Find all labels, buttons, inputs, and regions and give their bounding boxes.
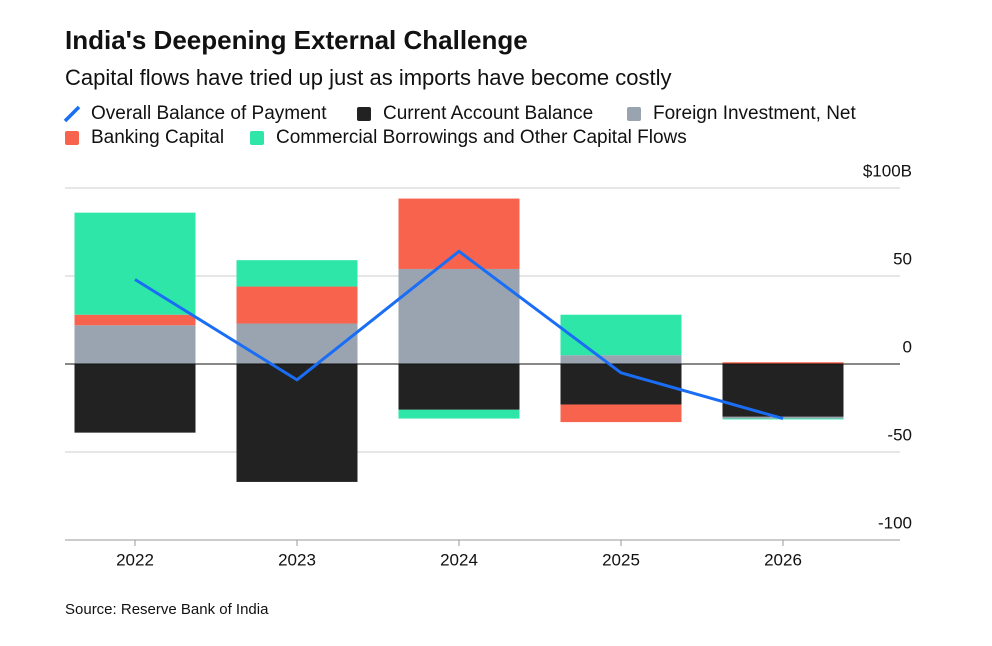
bar bbox=[74, 325, 196, 364]
legend-icon bbox=[250, 131, 264, 145]
bar bbox=[74, 314, 196, 326]
legend-icon bbox=[627, 107, 641, 121]
y-tick-label: -100 bbox=[878, 513, 912, 532]
bar bbox=[722, 364, 844, 417]
bar bbox=[560, 404, 682, 423]
legend-icon bbox=[357, 107, 371, 121]
x-tick-label: 2023 bbox=[278, 550, 316, 569]
bar bbox=[236, 364, 358, 482]
legend-icon bbox=[65, 131, 79, 145]
bar bbox=[398, 198, 520, 269]
bar bbox=[722, 362, 844, 364]
x-tick-label: 2026 bbox=[764, 550, 802, 569]
bar bbox=[74, 364, 196, 433]
legend-label: Commercial Borrowings and Other Capital … bbox=[276, 127, 687, 148]
legend-label: Foreign Investment, Net bbox=[653, 103, 856, 124]
bar bbox=[236, 286, 358, 324]
y-tick-label: -50 bbox=[887, 425, 912, 444]
y-tick-label: $100B bbox=[863, 161, 912, 180]
bar bbox=[560, 355, 682, 364]
bar bbox=[74, 212, 196, 315]
bar bbox=[236, 323, 358, 364]
chart-title: India's Deepening External Challenge bbox=[65, 25, 528, 55]
x-tick-label: 2025 bbox=[602, 550, 640, 569]
x-tick-label: 2024 bbox=[440, 550, 478, 569]
legend-icon bbox=[63, 105, 81, 123]
source: Source: Reserve Bank of India bbox=[65, 601, 269, 618]
legend-label: Banking Capital bbox=[91, 127, 224, 148]
bar bbox=[560, 314, 682, 356]
bar bbox=[398, 409, 520, 419]
legend-label: Current Account Balance bbox=[383, 103, 593, 124]
chart-subtitle: Capital flows have tried up just as impo… bbox=[65, 65, 672, 90]
y-tick-label: 50 bbox=[893, 249, 912, 268]
y-tick-label: 0 bbox=[903, 337, 912, 356]
bar bbox=[722, 418, 844, 420]
bar bbox=[236, 260, 358, 287]
line bbox=[134, 249, 784, 421]
bar bbox=[398, 364, 520, 410]
x-tick-label: 2022 bbox=[116, 550, 154, 569]
legend-label: Overall Balance of Payment bbox=[91, 103, 327, 124]
